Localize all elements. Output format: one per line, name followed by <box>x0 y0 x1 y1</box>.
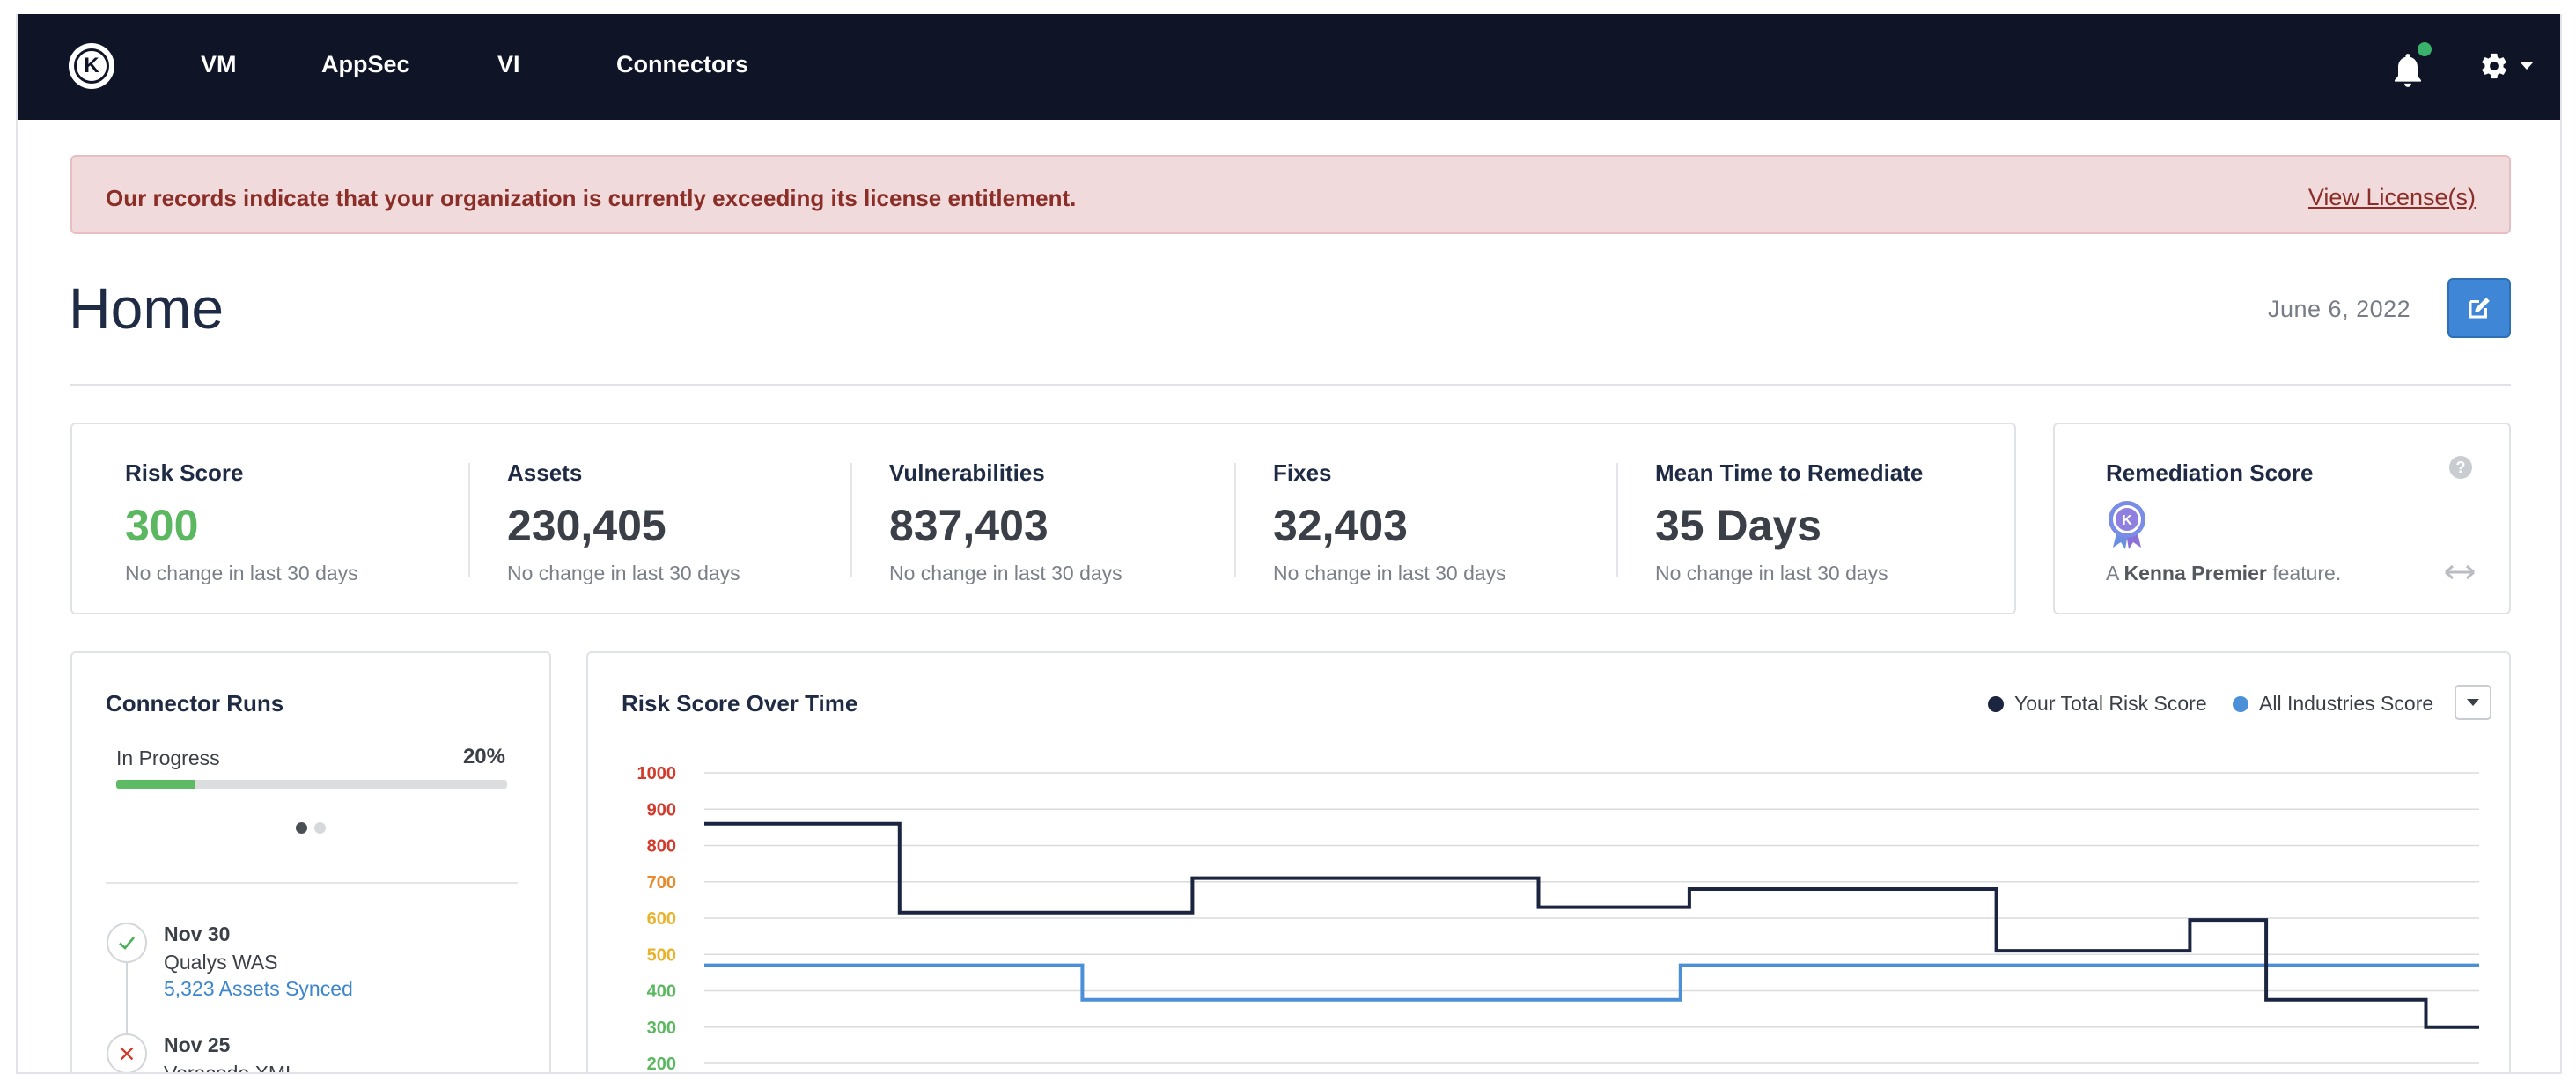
y-tick-label: 300 <box>647 1018 676 1038</box>
gear-icon[interactable] <box>2479 51 2509 81</box>
progress-bar-fill <box>116 780 195 789</box>
nav-item-vi[interactable]: VI <box>497 51 520 77</box>
stat-label: Mean Time to Remediate <box>1655 459 1924 486</box>
logo-letter: K <box>74 48 109 84</box>
series-line-your-total-risk-score[interactable] <box>704 821 2479 1029</box>
remediation-sub-suffix: feature. <box>2266 562 2342 584</box>
stat-label: Fixes <box>1273 459 1332 486</box>
remediation-sub: A Kenna Premier feature. <box>2106 562 2341 585</box>
stat-divider <box>850 463 852 577</box>
stat-value: 35 Days <box>1655 501 1822 550</box>
legend-dot <box>1988 695 2004 712</box>
remediation-sub-prefix: A <box>2106 562 2124 584</box>
pagination-dot[interactable] <box>314 822 326 834</box>
legend-label: Your Total Risk Score <box>2014 692 2207 715</box>
logo[interactable]: K <box>69 43 114 89</box>
remediation-card: Remediation Score K A Kenna Premier feat… <box>2053 423 2511 614</box>
stat-sub: No change in last 30 days <box>889 562 1122 584</box>
stat-sub: No change in last 30 days <box>1273 562 1506 584</box>
view-licenses-link[interactable]: View License(s) <box>2307 184 2476 210</box>
nav-item-connectors[interactable]: Connectors <box>616 51 749 77</box>
chart-options-dropdown[interactable] <box>2455 685 2491 720</box>
y-tick-label: 800 <box>647 837 676 856</box>
legend-label: All Industries Score <box>2259 692 2434 715</box>
connector-runs-card: Connector Runs In Progress 20% Nov 30 Qu… <box>70 651 551 1074</box>
y-tick-label: 1000 <box>637 764 677 783</box>
app-frame: K VM AppSec VI Connectors Our records in… <box>16 14 2562 1074</box>
stat-sub: No change in last 30 days <box>507 562 740 584</box>
stat-label: Risk Score <box>125 459 244 486</box>
header-divider <box>70 384 2511 386</box>
edit-button[interactable] <box>2447 278 2511 338</box>
bell-icon[interactable] <box>2391 51 2425 90</box>
connector-runs-title: Connector Runs <box>106 690 284 717</box>
stat-divider <box>1616 463 1618 577</box>
notification-dot <box>2418 42 2432 56</box>
nav-item-vm[interactable]: VM <box>201 51 237 77</box>
y-tick-label: 600 <box>647 909 676 929</box>
legend-dot <box>2233 695 2248 712</box>
legend-item-all-industries[interactable]: All Industries Score <box>2233 692 2433 716</box>
stat-value: 300 <box>125 501 199 550</box>
success-check-icon <box>107 923 147 963</box>
stat-value: 230,405 <box>507 501 666 550</box>
stat-sub: No change in last 30 days <box>125 562 358 584</box>
chevron-down-icon <box>2467 699 2479 706</box>
progress-bar <box>116 780 507 789</box>
run-connector-name: Veracode XML <box>164 1062 297 1074</box>
stat-value: 837,403 <box>889 501 1049 550</box>
help-icon[interactable]: ? <box>2449 456 2472 479</box>
timeline-line <box>126 952 128 1072</box>
stats-card: Risk Score 300 No change in last 30 days… <box>70 423 2016 614</box>
y-tick-label: 900 <box>647 800 676 820</box>
alert-message: Our records indicate that your organizat… <box>106 185 1077 211</box>
chevron-down-icon[interactable] <box>2520 62 2534 70</box>
expand-icon[interactable] <box>2444 563 2476 581</box>
progress-percent: 20% <box>462 745 505 768</box>
y-tick-label: 700 <box>647 873 676 893</box>
license-alert: Our records indicate that your organizat… <box>70 155 2511 234</box>
risk-chart-card: 1000 900 800 700 600 500 400 300 200 Risk Score … <box>586 651 2511 1074</box>
premier-label: Kenna Premier <box>2123 562 2267 584</box>
run-assets-synced-link[interactable]: 5,323 Assets Synced <box>164 977 353 1000</box>
run-date: Nov 25 <box>164 1033 231 1056</box>
stat-label: Vulnerabilities <box>889 459 1045 486</box>
stat-divider <box>1234 463 1236 577</box>
y-tick-label: 500 <box>647 945 676 965</box>
chart-title: Risk Score Over Time <box>622 690 858 717</box>
legend-item-total-risk[interactable]: Your Total Risk Score <box>1988 692 2207 716</box>
runs-divider <box>106 882 518 884</box>
stat-label: Assets <box>507 459 583 486</box>
y-tick-label: 400 <box>647 982 676 1002</box>
progress-label: In Progress <box>116 746 220 769</box>
premier-badge-icon: K <box>2109 501 2145 549</box>
pagination-dot-active[interactable] <box>296 822 307 834</box>
svg-text:K: K <box>2122 513 2132 528</box>
edit-icon <box>2469 298 2490 319</box>
stat-divider <box>468 463 470 577</box>
stat-sub: No change in last 30 days <box>1655 562 1888 584</box>
y-tick-label: 200 <box>647 1055 676 1074</box>
run-connector-name: Qualys WAS <box>164 951 278 974</box>
pagination-dots <box>296 822 333 838</box>
stat-value: 32,403 <box>1273 501 1408 550</box>
failed-x-icon <box>107 1033 147 1072</box>
page-title: Home <box>69 276 224 341</box>
risk-score-chart: 1000 900 800 700 600 500 400 300 200 <box>637 764 2479 1074</box>
top-nav: K VM AppSec VI Connectors <box>18 14 2560 120</box>
page-date: June 6, 2022 <box>2268 296 2411 322</box>
remediation-title: Remediation Score <box>2106 459 2314 486</box>
series-line-all-industries-score[interactable] <box>704 963 2479 1002</box>
run-date: Nov 30 <box>164 923 231 945</box>
nav-item-appsec[interactable]: AppSec <box>321 51 410 77</box>
